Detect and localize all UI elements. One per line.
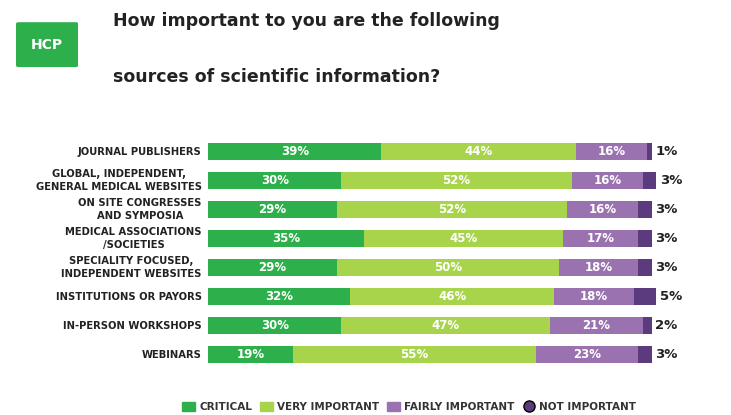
Text: sources of scientific information?: sources of scientific information? [113, 68, 441, 86]
Bar [208, 346, 292, 363]
Text: 3%: 3% [659, 174, 682, 187]
Text: 3%: 3% [655, 232, 678, 245]
Bar [638, 230, 651, 247]
Text: How important to you are the following: How important to you are the following [113, 12, 500, 30]
Text: 39%: 39% [281, 145, 309, 158]
Bar [337, 201, 567, 218]
Text: 21%: 21% [583, 319, 610, 332]
Text: 52%: 52% [442, 174, 471, 187]
Text: 46%: 46% [438, 290, 466, 303]
Text: ON SITE CONGRESSES
AND SYMPOSIA: ON SITE CONGRESSES AND SYMPOSIA [78, 198, 202, 221]
Bar [363, 230, 563, 247]
Text: 16%: 16% [598, 145, 626, 158]
Bar [638, 259, 651, 276]
Bar [634, 288, 656, 305]
Text: 23%: 23% [573, 348, 602, 361]
Text: HCP: HCP [31, 38, 63, 51]
Bar [208, 172, 341, 189]
Bar [567, 201, 638, 218]
Bar [208, 317, 341, 334]
Text: 32%: 32% [265, 290, 293, 303]
Bar [554, 288, 634, 305]
Text: 19%: 19% [236, 348, 265, 361]
Text: GLOBAL, INDEPENDENT,
GENERAL MEDICAL WEBSITES: GLOBAL, INDEPENDENT, GENERAL MEDICAL WEB… [36, 169, 202, 192]
Text: 5%: 5% [659, 290, 682, 303]
Bar [638, 201, 651, 218]
Bar [576, 143, 647, 160]
Text: 3%: 3% [655, 348, 678, 361]
Text: INSTITUTIONS OR PAYORS: INSTITUTIONS OR PAYORS [56, 292, 202, 302]
Text: 30%: 30% [261, 319, 289, 332]
Text: 17%: 17% [587, 232, 615, 245]
Text: IN-PERSON WORKSHOPS: IN-PERSON WORKSHOPS [63, 321, 202, 331]
Legend: CRITICAL, VERY IMPORTANT, FAIRLY IMPORTANT, NOT IMPORTANT: CRITICAL, VERY IMPORTANT, FAIRLY IMPORTA… [178, 398, 640, 415]
Bar [638, 346, 651, 363]
Text: JOURNAL PUBLISHERS: JOURNAL PUBLISHERS [78, 146, 202, 156]
Text: 29%: 29% [259, 203, 287, 216]
Bar [350, 288, 554, 305]
Text: 18%: 18% [584, 261, 613, 274]
Text: 35%: 35% [272, 232, 300, 245]
Bar [643, 172, 656, 189]
Text: 55%: 55% [401, 348, 428, 361]
Bar [382, 143, 576, 160]
Text: 29%: 29% [259, 261, 287, 274]
Text: MEDICAL ASSOCIATIONS
/SOCIETIES: MEDICAL ASSOCIATIONS /SOCIETIES [65, 227, 202, 250]
Text: 3%: 3% [655, 261, 678, 274]
Text: 16%: 16% [594, 174, 621, 187]
Text: 16%: 16% [589, 203, 617, 216]
Bar [563, 230, 638, 247]
Bar [643, 317, 651, 334]
Bar [292, 346, 537, 363]
Bar [341, 172, 572, 189]
Text: 3%: 3% [655, 203, 678, 216]
Text: WEBINARS: WEBINARS [142, 350, 202, 360]
Text: 30%: 30% [261, 174, 289, 187]
Bar [558, 259, 638, 276]
Text: 45%: 45% [449, 232, 477, 245]
Text: SPECIALITY FOCUSED,
INDEPENDENT WEBSITES: SPECIALITY FOCUSED, INDEPENDENT WEBSITES [61, 256, 202, 279]
Bar [208, 201, 337, 218]
Bar [208, 230, 363, 247]
Text: 18%: 18% [580, 290, 608, 303]
Text: 2%: 2% [655, 319, 678, 332]
Bar [537, 346, 638, 363]
Text: 52%: 52% [438, 203, 466, 216]
Bar [572, 172, 643, 189]
FancyBboxPatch shape [15, 22, 79, 67]
Bar [647, 143, 651, 160]
Bar [337, 259, 558, 276]
Bar [208, 259, 337, 276]
Bar [341, 317, 550, 334]
Text: 44%: 44% [465, 145, 493, 158]
Text: 50%: 50% [433, 261, 462, 274]
Text: 1%: 1% [655, 145, 678, 158]
Bar [208, 143, 382, 160]
Bar [208, 288, 350, 305]
Bar [550, 317, 643, 334]
Text: 47%: 47% [431, 319, 460, 332]
